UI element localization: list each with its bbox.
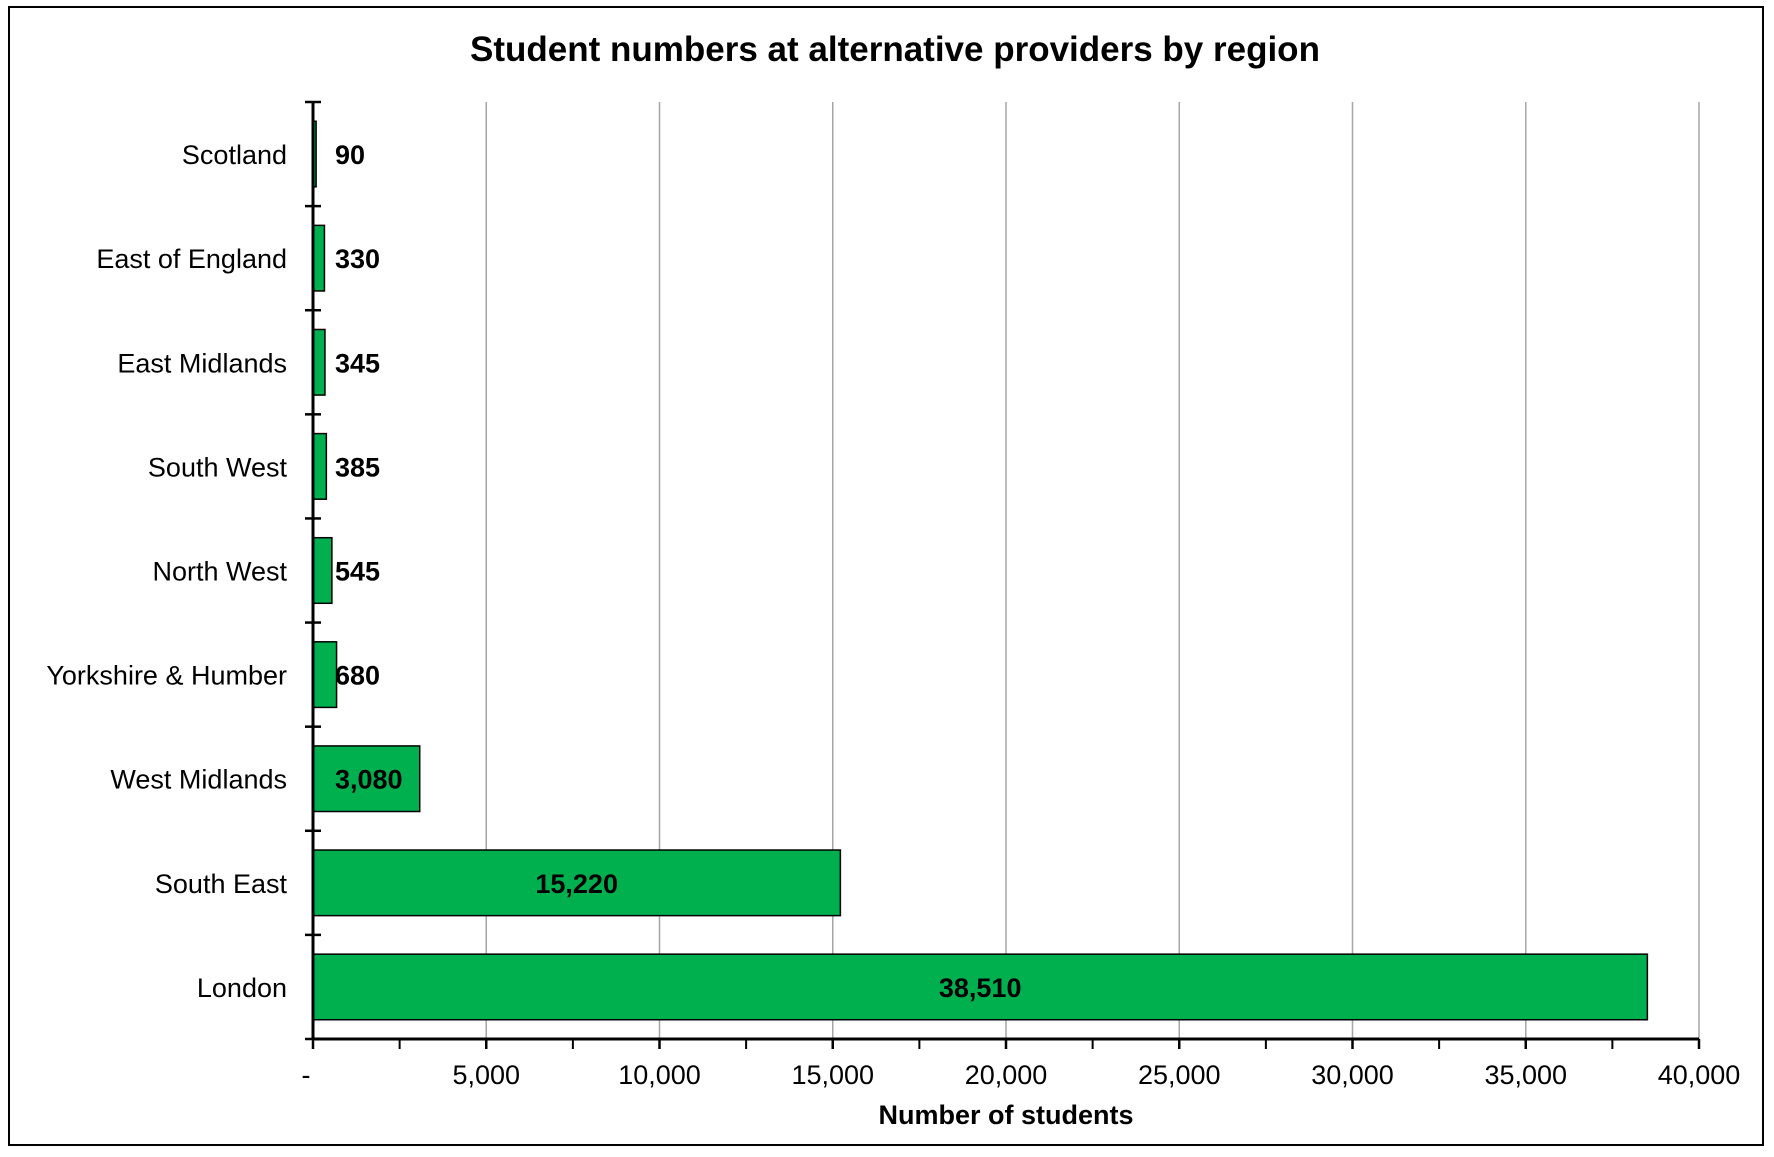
category-label: East Midlands <box>117 348 287 378</box>
value-label: 3,080 <box>335 765 403 795</box>
category-label: South East <box>155 869 288 899</box>
x-axis-title: Number of students <box>878 1100 1133 1130</box>
bar <box>312 745 421 813</box>
category-label: North West <box>152 557 287 587</box>
chart-title: Student numbers at alternative providers… <box>470 30 1320 69</box>
category-label: South West <box>148 452 288 482</box>
x-tick-label: 10,000 <box>618 1060 701 1090</box>
category-label: East of England <box>96 244 287 274</box>
value-label: 330 <box>335 244 380 274</box>
bar <box>312 432 328 500</box>
x-tick-label: 15,000 <box>791 1060 874 1090</box>
category-label: Yorkshire & Humber <box>46 661 287 691</box>
value-label: 15,220 <box>535 869 618 899</box>
value-label: 90 <box>335 140 365 170</box>
bar <box>312 536 333 605</box>
value-label: 545 <box>335 557 380 587</box>
bars <box>312 120 1649 1021</box>
x-tick-label: 25,000 <box>1138 1060 1221 1090</box>
bar <box>312 641 338 709</box>
category-label: Scotland <box>182 140 287 170</box>
labels: - 5,000 10,000 15,000 20,000 25,000 30,000 35,0… <box>46 140 1740 1090</box>
x-tick-label: 5,000 <box>452 1060 520 1090</box>
bar <box>312 849 842 917</box>
bar <box>312 328 326 396</box>
x-tick-label: 30,000 <box>1311 1060 1394 1090</box>
x-tick-label: - <box>302 1060 311 1090</box>
category-label: West Midlands <box>110 765 287 795</box>
value-label: 385 <box>335 452 380 482</box>
x-tick-label: 35,000 <box>1484 1060 1567 1090</box>
x-tick-label: 40,000 <box>1658 1060 1741 1090</box>
category-label: London <box>197 973 287 1003</box>
bar <box>312 224 326 292</box>
value-label: 38,510 <box>939 973 1022 1003</box>
value-label: 680 <box>335 661 380 691</box>
value-label: 345 <box>335 348 380 378</box>
axes <box>305 100 1701 1049</box>
bar <box>312 953 1649 1021</box>
x-tick-label: 20,000 <box>965 1060 1048 1090</box>
